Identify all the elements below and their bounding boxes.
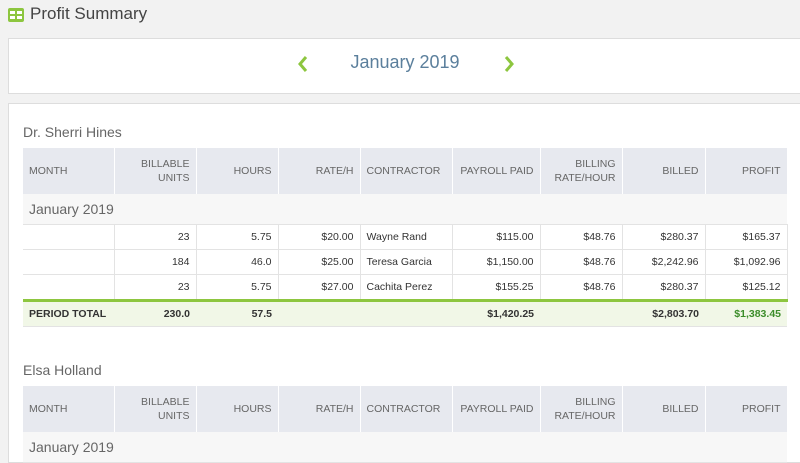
cell: $280.37 xyxy=(622,274,706,301)
cell: $48.76 xyxy=(540,249,623,275)
cell: 46.0 xyxy=(196,249,279,275)
cell: $155.25 xyxy=(452,274,541,301)
cell: $2,242.96 xyxy=(622,249,706,275)
total-units: 230.0 xyxy=(114,299,196,327)
top-bar: Profit Summary xyxy=(0,0,800,32)
header-row: MONTH BILLABLE UNITS HOURS RATE/H CONTRACTOR… xyxy=(23,386,788,432)
cell: $48.76 xyxy=(540,274,623,301)
column-header: RATE/H xyxy=(278,148,361,194)
total-payroll: $1,420.25 xyxy=(452,299,540,327)
cell: $1,092.96 xyxy=(705,249,788,275)
section-name: Dr. Sherri Hines xyxy=(23,124,122,140)
total-row: PERIOD TOTAL 230.0 57.5 $1,420.25 $2,803.70 $… xyxy=(23,299,787,327)
column-header: HOURS xyxy=(196,386,279,432)
column-header: PROFIT xyxy=(705,386,788,432)
period-label: January 2019 xyxy=(350,52,460,72)
cell: $1,150.00 xyxy=(452,249,541,275)
profit-table: MONTH BILLABLE UNITS HOURS RATE/H CONTRACTOR… xyxy=(23,148,788,327)
column-header: CONTRACTOR xyxy=(360,148,453,194)
header-row: MONTH BILLABLE UNITS HOURS RATE/H CONTRACTOR… xyxy=(23,148,788,194)
group-row: January 2019 xyxy=(23,194,787,225)
column-header: MONTH xyxy=(23,386,115,432)
total-billed: $2,803.70 xyxy=(622,299,705,327)
column-header: BILLING RATE/HOUR xyxy=(540,386,623,432)
cell: $20.00 xyxy=(278,224,361,250)
period-nav: January 2019 xyxy=(8,38,800,94)
column-header: MONTH xyxy=(23,148,115,194)
section-name: Elsa Holland xyxy=(23,362,102,378)
total-hours: 57.5 xyxy=(196,299,278,327)
column-header: PAYROLL PAID xyxy=(452,148,541,194)
column-header: BILLED xyxy=(622,386,706,432)
section: Elsa Holland MONTH BILLABLE UNITS HOURS RATE… xyxy=(23,362,788,463)
next-arrow[interactable] xyxy=(503,55,515,73)
column-header: PROFIT xyxy=(705,148,788,194)
cell: $125.12 xyxy=(705,274,788,301)
empty-cell xyxy=(360,299,452,327)
cell: 5.75 xyxy=(196,224,279,250)
cell: $115.00 xyxy=(452,224,541,250)
cell: $48.76 xyxy=(540,224,623,250)
month-cell xyxy=(23,249,115,275)
total-label: PERIOD TOTAL xyxy=(23,299,114,327)
cell: 184 xyxy=(114,249,197,275)
data-row: 184 46.0 $25.00 Teresa Garcia $1,150.00 $48.7… xyxy=(23,249,788,275)
table-icon xyxy=(8,8,24,22)
cell: $25.00 xyxy=(278,249,361,275)
column-header: BILLING RATE/HOUR xyxy=(540,148,623,194)
month-cell xyxy=(23,224,115,250)
page-title: Profit Summary xyxy=(30,4,148,23)
group-row: January 2019 xyxy=(23,432,787,463)
column-header: BILLABLE UNITS xyxy=(114,148,197,194)
column-header: BILLED xyxy=(622,148,706,194)
group-label: January 2019 xyxy=(23,432,787,463)
cell: 5.75 xyxy=(196,274,279,301)
empty-cell xyxy=(278,299,360,327)
cell: Cachita Perez xyxy=(360,274,453,301)
cell: $165.37 xyxy=(705,224,788,250)
column-header: HOURS xyxy=(196,148,279,194)
total-profit: $1,383.45 xyxy=(705,299,787,327)
cell: Teresa Garcia xyxy=(360,249,453,275)
cell: 23 xyxy=(114,274,197,301)
column-header: RATE/H xyxy=(278,386,361,432)
data-row: 23 5.75 $27.00 Cachita Perez $155.25 $48.76 $2… xyxy=(23,274,788,301)
report-card: Dr. Sherri Hines MONTH BILLABLE UNITS HOURS… xyxy=(8,103,800,463)
column-header: BILLABLE UNITS xyxy=(114,386,197,432)
column-header: CONTRACTOR xyxy=(360,386,453,432)
profit-table: MONTH BILLABLE UNITS HOURS RATE/H CONTRACTOR… xyxy=(23,386,788,463)
empty-cell xyxy=(540,299,622,327)
cell: $280.37 xyxy=(622,224,706,250)
cell: Wayne Rand xyxy=(360,224,453,250)
data-row: 23 5.75 $20.00 Wayne Rand $115.00 $48.76 $280.… xyxy=(23,224,788,250)
cell: $27.00 xyxy=(278,274,361,301)
column-header: PAYROLL PAID xyxy=(452,386,541,432)
cell: 23 xyxy=(114,224,197,250)
group-label: January 2019 xyxy=(23,194,787,225)
month-cell xyxy=(23,274,115,301)
prev-arrow[interactable] xyxy=(297,55,309,73)
section: Dr. Sherri Hines MONTH BILLABLE UNITS HOURS… xyxy=(23,124,788,327)
